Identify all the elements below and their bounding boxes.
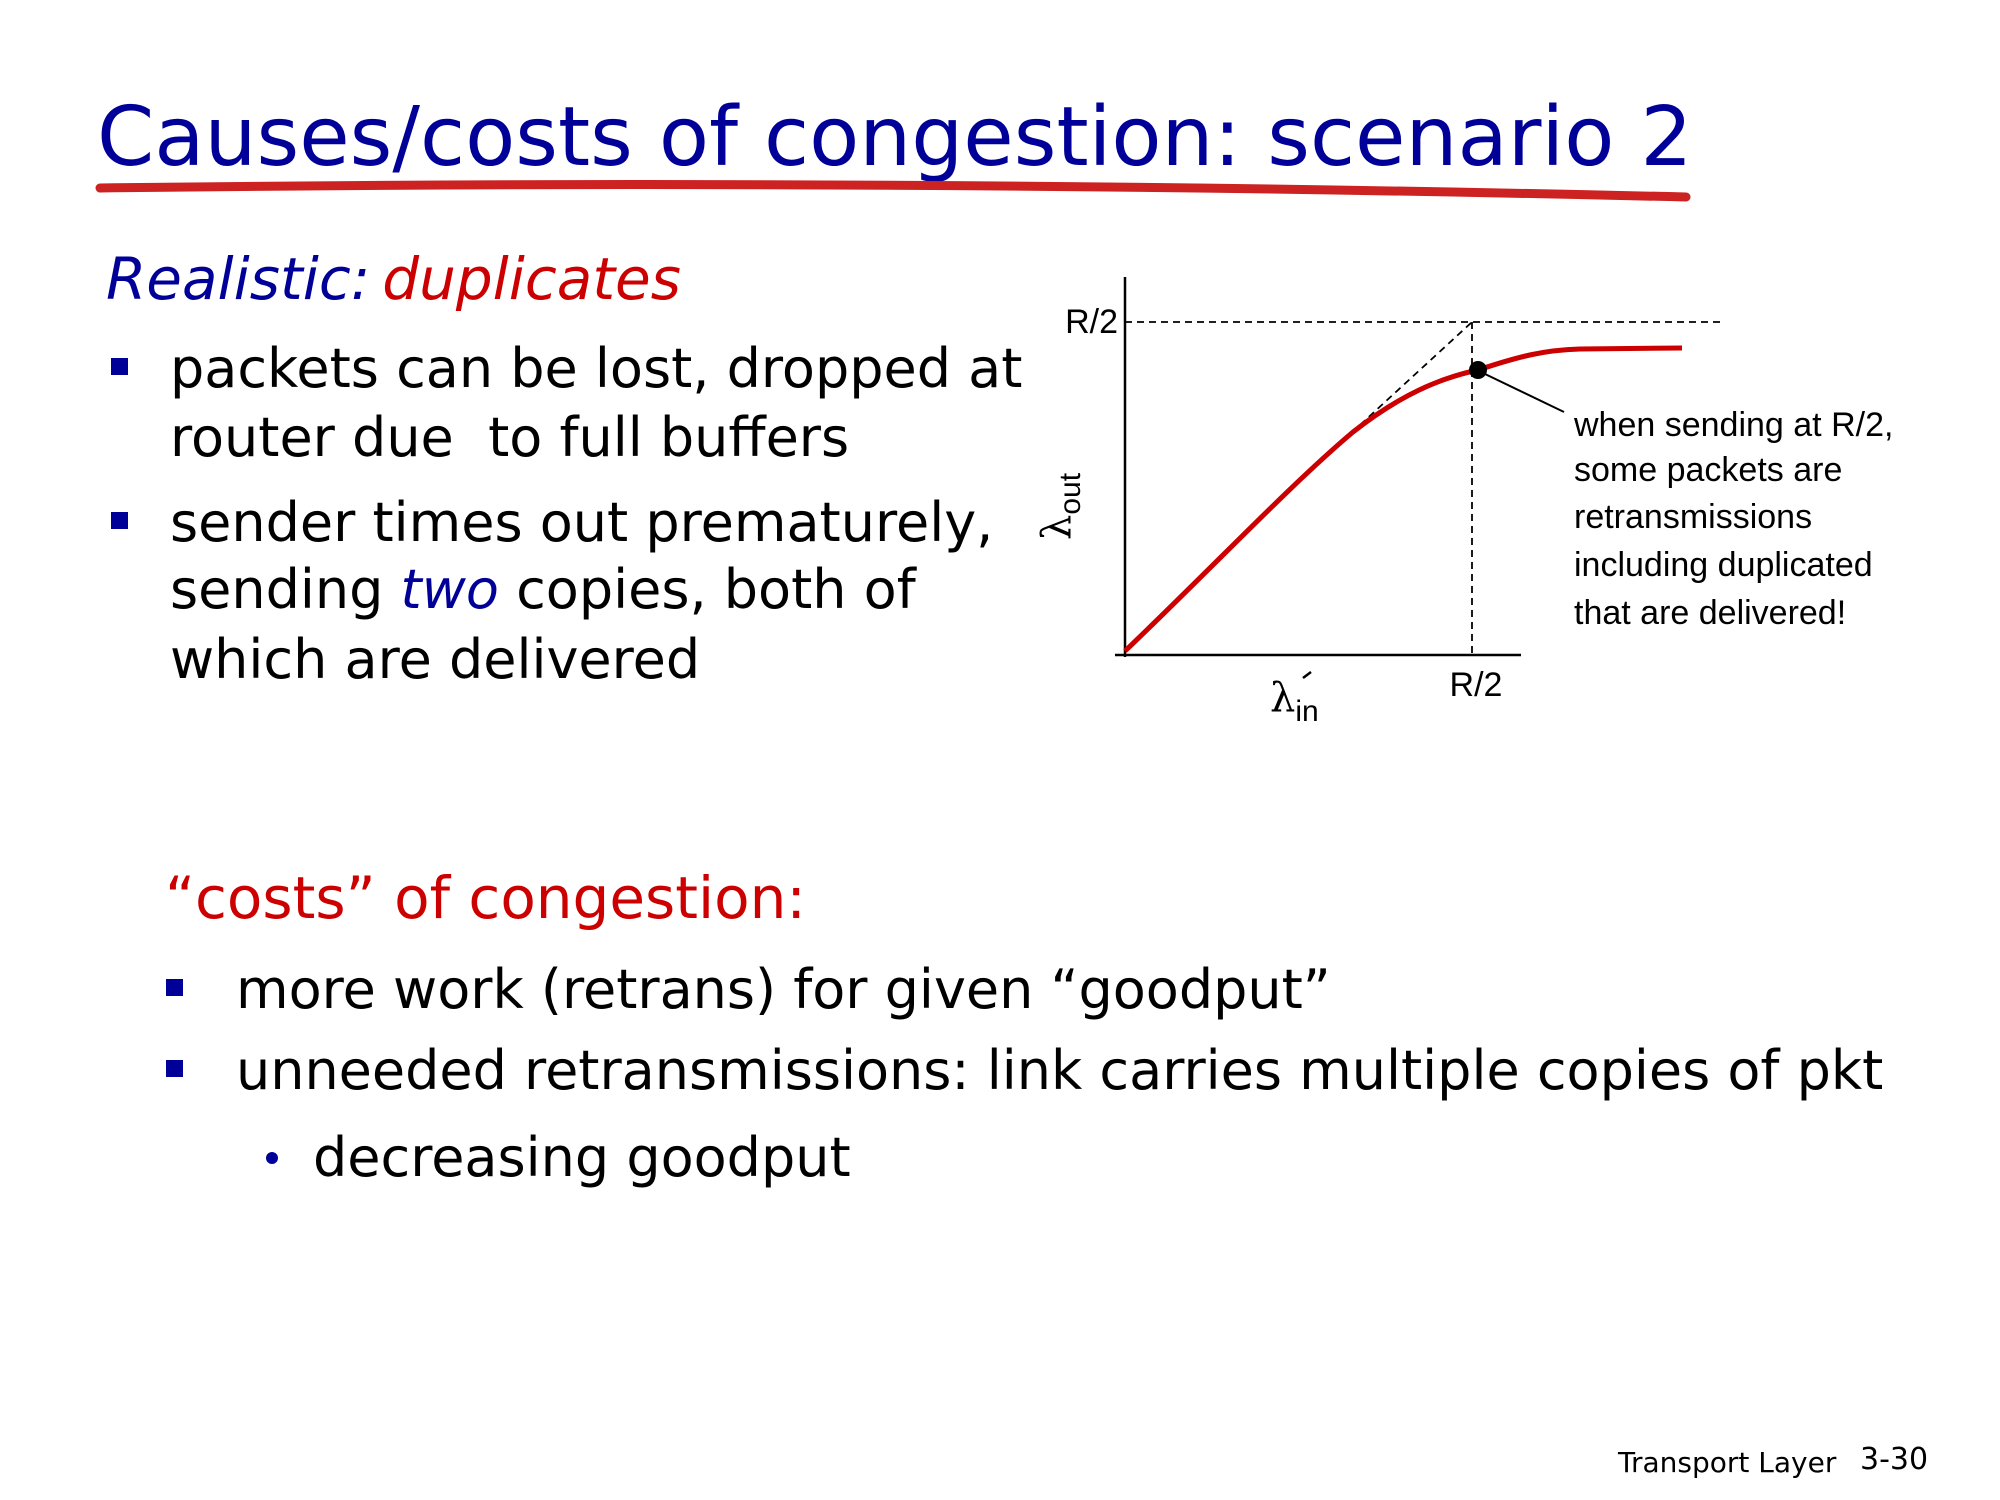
text-emphasis: two (401, 558, 499, 621)
bullet-text: packets can be lost, dropped at (170, 337, 1022, 400)
annotation-pointer (1484, 373, 1565, 413)
annotation-line: when sending at R/2, (1573, 406, 1893, 444)
bullet-marker (166, 979, 183, 996)
y-axis-label: λout (1034, 472, 1087, 540)
title-underline (95, 180, 1691, 202)
symbol: λ (1034, 515, 1080, 540)
annotation-line: retransmissions (1574, 498, 1812, 536)
subscript: in (1295, 695, 1318, 728)
annotation-line: including duplicated (1574, 546, 1873, 584)
subtitle-emphasis: duplicates (382, 245, 681, 313)
subtitle: Realistic: duplicates (106, 245, 681, 313)
bullet-text: sending two copies, both of (170, 558, 918, 621)
ideal-line (1359, 321, 1473, 426)
bullet-text: unneeded retransmissions: link carries m… (236, 1039, 1883, 1102)
annotation-line: some packets are (1574, 451, 1842, 489)
costs-heading: “costs” of congestion: (165, 864, 806, 932)
sub-bullet-marker (266, 1152, 278, 1164)
bullet-text: sender times out prematurely, (170, 491, 993, 554)
slide-title: Causes/costs of congestion: scenario 2 (97, 90, 1693, 185)
text-run: sending (170, 558, 401, 621)
prime-mark (1302, 671, 1312, 679)
footer-page: 3-30 (1860, 1442, 1928, 1477)
bullet-text: router due to full buffers (170, 406, 849, 469)
bullet-text: more work (retrans) for given “goodput” (236, 958, 1331, 1021)
sub-bullet-text: decreasing goodput (313, 1126, 851, 1189)
bullet-marker (111, 358, 128, 375)
symbol: λ (1270, 675, 1295, 721)
operating-point (1469, 361, 1487, 379)
subtitle-label: Realistic: (106, 245, 370, 313)
text-run: copies, both of (499, 558, 918, 621)
x-tick-label: R/2 (1450, 666, 1503, 704)
x-axis-label: λin (1270, 675, 1319, 728)
y-tick-label: R/2 (1065, 303, 1118, 341)
goodput-curve (1123, 345, 1683, 653)
annotation-line: that are delivered! (1574, 594, 1846, 632)
bullet-text: which are delivered (170, 628, 700, 691)
subscript: out (1054, 472, 1087, 514)
footer-section: Transport Layer (1617, 1446, 1837, 1479)
bullet-marker (111, 512, 128, 529)
bullet-marker (166, 1060, 183, 1077)
